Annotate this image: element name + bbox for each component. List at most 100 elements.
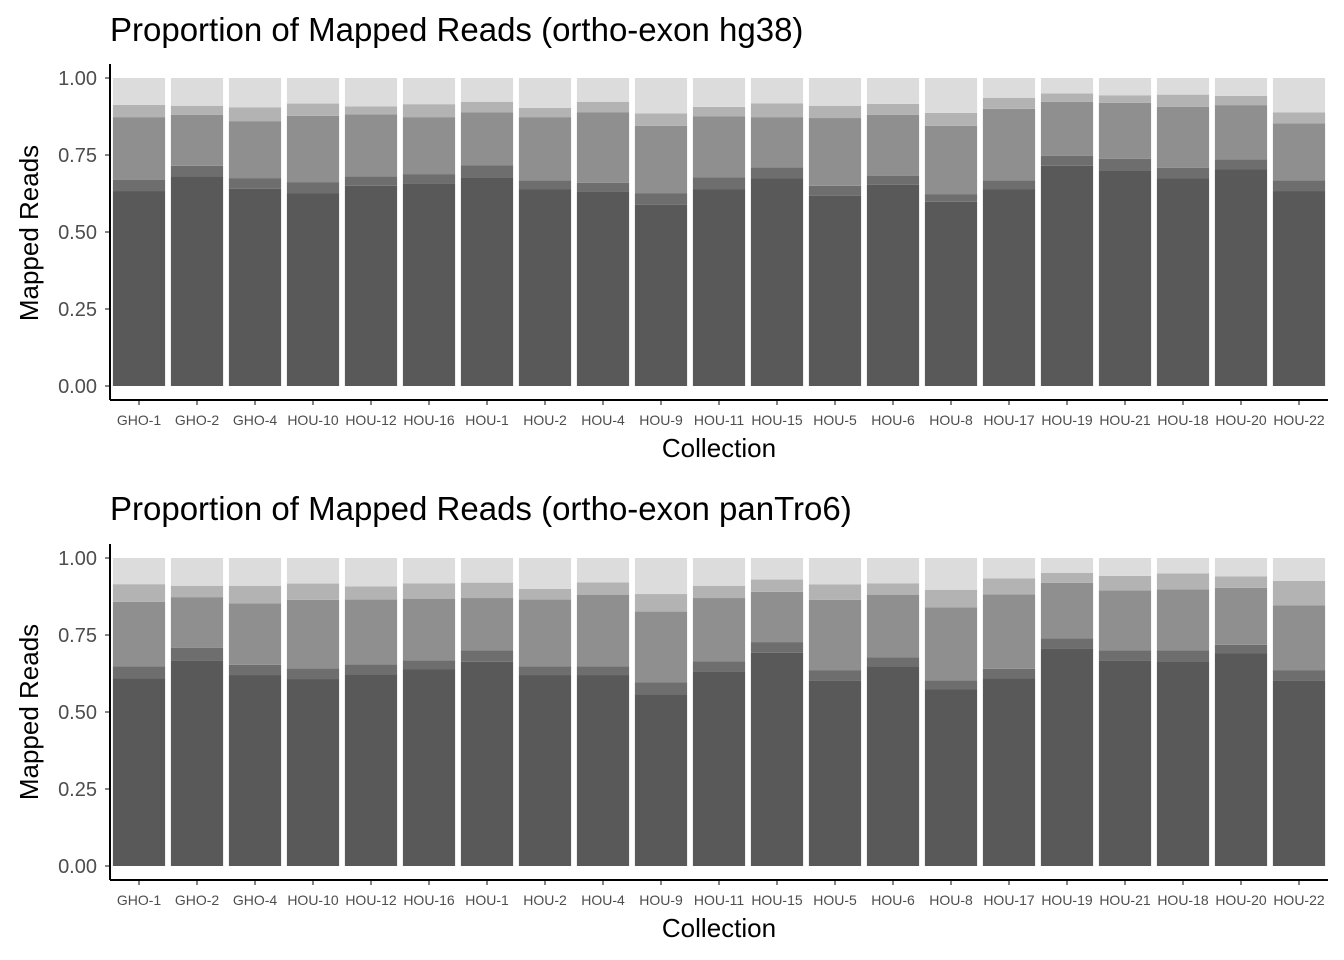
bar-segment-HOU-9-layer-3: [634, 611, 688, 683]
bar-segment-HOU-12-layer-5: [344, 558, 398, 587]
bar-segment-HOU-17-layer-1: [982, 189, 1036, 386]
bar-segment-HOU-19-layer-2: [1040, 638, 1094, 649]
bar-segment-HOU-4-layer-2: [576, 182, 630, 192]
bar-segment-HOU-17-layer-1: [982, 678, 1036, 866]
x-tick-label: HOU-10: [287, 412, 339, 428]
bar-segment-HOU-16-layer-1: [402, 183, 456, 386]
bar-segment-HOU-15-layer-1: [750, 178, 804, 386]
bar-segment-HOU-10-layer-2: [286, 182, 340, 194]
bar-segment-HOU-4-layer-2: [576, 666, 630, 676]
bar-segment-HOU-8-layer-5: [924, 78, 978, 113]
bar-segment-HOU-1-layer-1: [460, 661, 514, 866]
x-tick-label: HOU-5: [813, 892, 857, 908]
bar-segment-HOU-15-layer-2: [750, 642, 804, 653]
bar-segment-HOU-5-layer-2: [808, 670, 862, 681]
bar-segment-GHO-2-layer-5: [170, 78, 224, 106]
x-tick-label: HOU-18: [1157, 412, 1209, 428]
x-tick-label: HOU-16: [403, 892, 455, 908]
x-tick-label: GHO-4: [233, 892, 278, 908]
bar-segment-HOU-9-layer-5: [634, 78, 688, 114]
y-tick-label: 0.00: [58, 856, 97, 878]
bar-segment-HOU-8-layer-1: [924, 689, 978, 866]
bar-segment-HOU-21-layer-2: [1098, 158, 1152, 171]
x-axis-title: Collection: [662, 433, 776, 463]
bar-segment-HOU-4-layer-5: [576, 78, 630, 102]
bar-segment-HOU-22-layer-1: [1272, 191, 1326, 386]
bar-segment-HOU-4-layer-5: [576, 558, 630, 583]
x-axis-ticks: GHO-1 GHO-2 GHO-4 HOU-10 HOU-12 HOU-16 HOU-1 HO…: [117, 880, 1325, 908]
x-tick-label: HOU-11: [694, 892, 745, 908]
bar-segment-HOU-19-layer-2: [1040, 155, 1094, 166]
x-axis-title: Collection: [662, 913, 776, 943]
bar-segment-HOU-10-layer-3: [286, 115, 340, 183]
bar-segment-HOU-22-layer-4: [1272, 580, 1326, 606]
x-tick-label: GHO-1: [117, 412, 162, 428]
bar-segment-HOU-17-layer-2: [982, 668, 1036, 679]
bar-segment-GHO-1-layer-2: [112, 666, 166, 679]
bar-segment-HOU-22-layer-2: [1272, 670, 1326, 681]
bar-segment-HOU-10-layer-5: [286, 78, 340, 104]
bar-segment-HOU-12-layer-1: [344, 674, 398, 866]
bar-segment-HOU-17-layer-4: [982, 578, 1036, 595]
bar-segment-HOU-6-layer-5: [866, 558, 920, 584]
bar-segment-HOU-19-layer-5: [1040, 78, 1094, 94]
chart-title: Proportion of Mapped Reads (ortho-exon p…: [110, 490, 852, 527]
bar-segment-HOU-4-layer-1: [576, 675, 630, 866]
y-tick-label: 0.25: [58, 299, 97, 321]
bar-segment-HOU-6-layer-2: [866, 657, 920, 667]
x-tick-label: HOU-12: [345, 412, 397, 428]
x-tick-label: HOU-15: [751, 412, 803, 428]
bar-segment-HOU-17-layer-4: [982, 98, 1036, 109]
bar-segment-HOU-8-layer-4: [924, 112, 978, 126]
bar-segment-HOU-8-layer-2: [924, 194, 978, 202]
bar-segment-GHO-1-layer-2: [112, 179, 166, 192]
bar-segment-HOU-6-layer-3: [866, 114, 920, 176]
bar-segment-HOU-15-layer-4: [750, 579, 804, 592]
bar-segment-HOU-6-layer-3: [866, 594, 920, 658]
bar-segment-GHO-4-layer-5: [228, 78, 282, 108]
x-tick-label: GHO-4: [233, 412, 278, 428]
bar-segment-GHO-2-layer-2: [170, 165, 224, 177]
bar-segment-HOU-4-layer-3: [576, 112, 630, 183]
y-tick-label: 0.75: [58, 145, 97, 167]
bar-segment-GHO-2-layer-1: [170, 176, 224, 386]
x-tick-label: HOU-1: [465, 412, 509, 428]
bar-segment-HOU-9-layer-2: [634, 193, 688, 205]
bar-segment-HOU-9-layer-3: [634, 125, 688, 194]
bar-segment-HOU-1-layer-4: [460, 101, 514, 113]
x-tick-label: GHO-2: [175, 892, 220, 908]
bar-segment-GHO-1-layer-5: [112, 78, 166, 105]
x-tick-label: HOU-22: [1273, 412, 1325, 428]
bar-segment-HOU-15-layer-3: [750, 591, 804, 643]
bar-segment-GHO-4-layer-4: [228, 585, 282, 604]
bar-segment-HOU-16-layer-4: [402, 583, 456, 599]
x-tick-label: HOU-19: [1041, 892, 1093, 908]
bar-segment-HOU-6-layer-4: [866, 103, 920, 115]
chart-panel-hg38: Proportion of Mapped Reads (ortho-exon h…: [14, 11, 1328, 463]
x-tick-label: HOU-1: [465, 892, 509, 908]
x-tick-label: HOU-21: [1099, 412, 1151, 428]
bar-segment-HOU-15-layer-1: [750, 652, 804, 866]
bar-segment-HOU-11-layer-1: [692, 671, 746, 866]
y-tick-label: 0.25: [58, 779, 97, 801]
bar-segment-HOU-18-layer-2: [1156, 167, 1210, 179]
x-tick-label: HOU-11: [694, 412, 745, 428]
bar-segment-HOU-10-layer-4: [286, 583, 340, 600]
bar-segment-GHO-2-layer-1: [170, 660, 224, 866]
bar-segment-HOU-19-layer-4: [1040, 93, 1094, 102]
bar-segment-GHO-2-layer-2: [170, 647, 224, 661]
bar-segment-HOU-21-layer-5: [1098, 558, 1152, 576]
bar-segment-GHO-2-layer-5: [170, 558, 224, 586]
bar-segment-HOU-2-layer-3: [518, 117, 572, 181]
x-tick-label: HOU-20: [1215, 892, 1267, 908]
x-tick-label: HOU-17: [983, 412, 1035, 428]
bar-segment-GHO-2-layer-4: [170, 105, 224, 115]
bar-segment-GHO-2-layer-3: [170, 597, 224, 648]
bar-segment-GHO-4-layer-2: [228, 664, 282, 676]
bar-segment-HOU-16-layer-1: [402, 669, 456, 866]
bar-segment-HOU-15-layer-2: [750, 167, 804, 179]
bar-segment-HOU-21-layer-1: [1098, 660, 1152, 866]
x-tick-label: HOU-9: [639, 892, 683, 908]
bar-segment-HOU-9-layer-5: [634, 558, 688, 595]
bar-segment-GHO-4-layer-5: [228, 558, 282, 586]
